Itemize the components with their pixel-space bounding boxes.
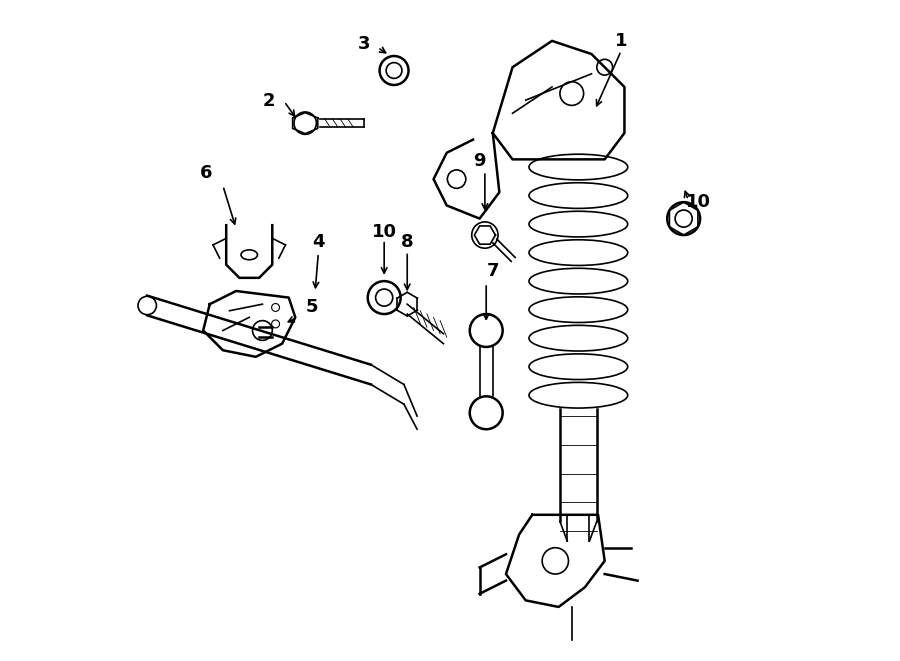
Text: 4: 4 <box>312 233 325 251</box>
Text: 7: 7 <box>487 262 499 280</box>
Text: 8: 8 <box>400 233 413 251</box>
Text: 3: 3 <box>358 35 371 53</box>
Text: 9: 9 <box>473 151 486 170</box>
Text: 10: 10 <box>687 193 711 211</box>
Text: 1: 1 <box>615 32 627 50</box>
Text: 2: 2 <box>263 93 275 110</box>
Text: 6: 6 <box>200 163 212 182</box>
Text: 5: 5 <box>305 299 318 317</box>
Text: 10: 10 <box>372 223 397 241</box>
